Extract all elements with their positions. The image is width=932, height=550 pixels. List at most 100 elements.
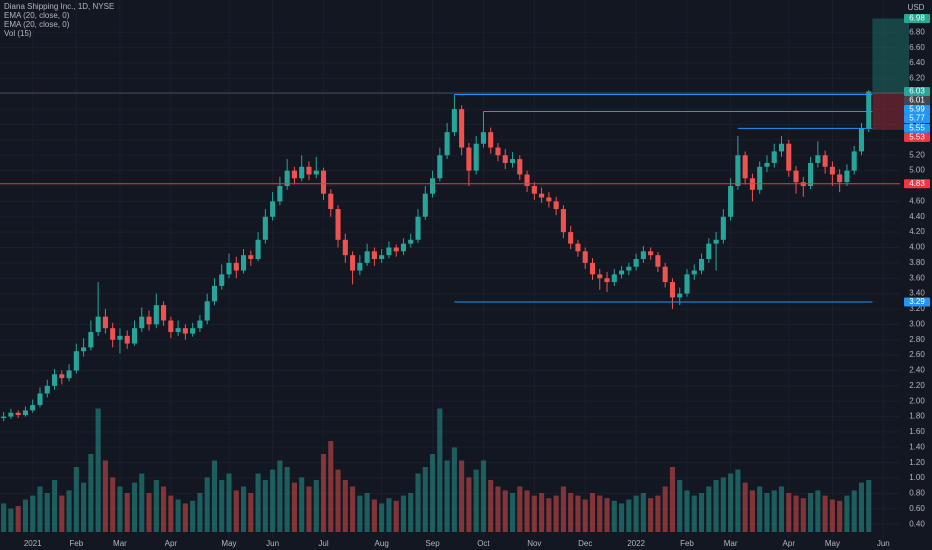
- volume-bar: [270, 469, 276, 532]
- volume-bar: [197, 493, 203, 532]
- x-tick-label: May: [221, 539, 236, 548]
- candle-body: [662, 266, 668, 283]
- candle-body: [124, 335, 130, 344]
- y-tick-label: 1.80: [909, 412, 925, 421]
- candle-body: [808, 162, 814, 186]
- candle-body: [379, 255, 385, 260]
- candle-body: [713, 239, 719, 244]
- y-tick-label: 4.00: [909, 243, 925, 252]
- volume-bar: [459, 460, 465, 532]
- candle-body: [822, 155, 828, 167]
- volume-bar: [299, 477, 305, 532]
- candle-body: [320, 170, 327, 194]
- x-tick-label: May: [825, 539, 840, 548]
- volume-bar: [8, 508, 14, 532]
- volume-bar: [284, 467, 290, 532]
- volume-bar: [175, 499, 181, 532]
- volume-bar: [73, 467, 79, 532]
- candle-body: [15, 412, 21, 416]
- volume-bar: [633, 495, 639, 532]
- candle-body: [742, 155, 748, 179]
- volume-bar: [335, 469, 341, 532]
- volume-bar: [146, 493, 152, 532]
- candle-body: [400, 243, 407, 252]
- volume-bar: [837, 500, 843, 532]
- candle-body: [691, 270, 697, 275]
- candle-body: [117, 335, 123, 340]
- candle-body: [190, 328, 196, 334]
- volume-bar: [233, 490, 239, 532]
- volume-bar: [350, 486, 356, 532]
- candle-body: [175, 328, 181, 333]
- volume-bar: [793, 495, 799, 532]
- candle-body: [255, 239, 261, 260]
- candle-body: [240, 255, 247, 271]
- candle-body: [430, 178, 436, 194]
- indicator-label: Vol (15): [4, 29, 32, 38]
- price-tag-label: 6.03: [909, 87, 925, 96]
- position-loss: [872, 92, 909, 130]
- volume-bar: [37, 486, 43, 532]
- price-tag: [904, 95, 930, 105]
- volume-bar: [328, 441, 334, 532]
- volume-bar: [706, 486, 712, 532]
- volume-bar: [698, 493, 705, 532]
- x-tick-label: Oct: [477, 539, 490, 548]
- candle-body: [517, 159, 523, 175]
- x-tick-label: Dec: [578, 539, 592, 548]
- x-tick-label: Feb: [69, 539, 83, 548]
- candle-body: [677, 293, 683, 298]
- price-tag-label: 5.77: [909, 114, 925, 123]
- y-tick-label: 2.40: [909, 366, 925, 375]
- volume-bar: [386, 498, 392, 532]
- y-tick-label: 5.00: [909, 166, 925, 175]
- candle-body: [611, 274, 617, 283]
- candle-body: [51, 374, 58, 386]
- volume-bar: [204, 477, 210, 532]
- volume-bar: [560, 486, 566, 532]
- candle-body: [437, 155, 443, 179]
- volume-bar: [669, 467, 675, 532]
- candle-body: [357, 262, 363, 271]
- axis: 0.40 0.60 0.80 1.00 1.20 1.40 1.60 1.80 2.00 2.20…: [24, 14, 930, 548]
- volume-bar: [44, 493, 50, 532]
- volume-bar: [408, 493, 414, 532]
- candle-body: [589, 262, 596, 275]
- y-tick-label: 2.20: [909, 381, 925, 390]
- candle-body: [728, 185, 734, 217]
- price-tag: [904, 132, 930, 142]
- volume-bar: [466, 477, 472, 532]
- volume-bar: [444, 460, 450, 532]
- candle-body: [764, 162, 770, 167]
- volume-bar: [800, 498, 806, 532]
- candle-body: [386, 247, 392, 256]
- candle-body: [1, 416, 7, 419]
- y-tick-label: 1.20: [909, 458, 925, 467]
- y-tick-label: 3.40: [909, 289, 925, 298]
- volume-bar: [437, 408, 443, 532]
- volume-bar: [153, 480, 159, 532]
- candle-body: [168, 320, 174, 333]
- volume-bar: [524, 490, 530, 532]
- volume-bar: [219, 480, 225, 532]
- candle-body: [495, 147, 501, 156]
- candle-body: [270, 201, 276, 217]
- volume-bar: [808, 493, 814, 532]
- volume-bar: [342, 480, 348, 532]
- candle-body: [684, 274, 690, 294]
- y-tick-label: 1.40: [909, 442, 925, 451]
- volume-bar: [502, 490, 508, 532]
- volume-bar: [735, 469, 741, 532]
- volume-bar: [786, 493, 792, 532]
- y-tick-label: 3.20: [909, 304, 925, 313]
- volume-bar: [364, 493, 370, 532]
- volume-bar: [393, 500, 399, 532]
- volume-bar: [648, 498, 654, 532]
- candle-body: [73, 351, 79, 371]
- volume-bar: [182, 503, 188, 532]
- y-tick-label: 5.20: [909, 150, 925, 159]
- candle-body: [459, 109, 465, 148]
- candle-body: [829, 166, 835, 175]
